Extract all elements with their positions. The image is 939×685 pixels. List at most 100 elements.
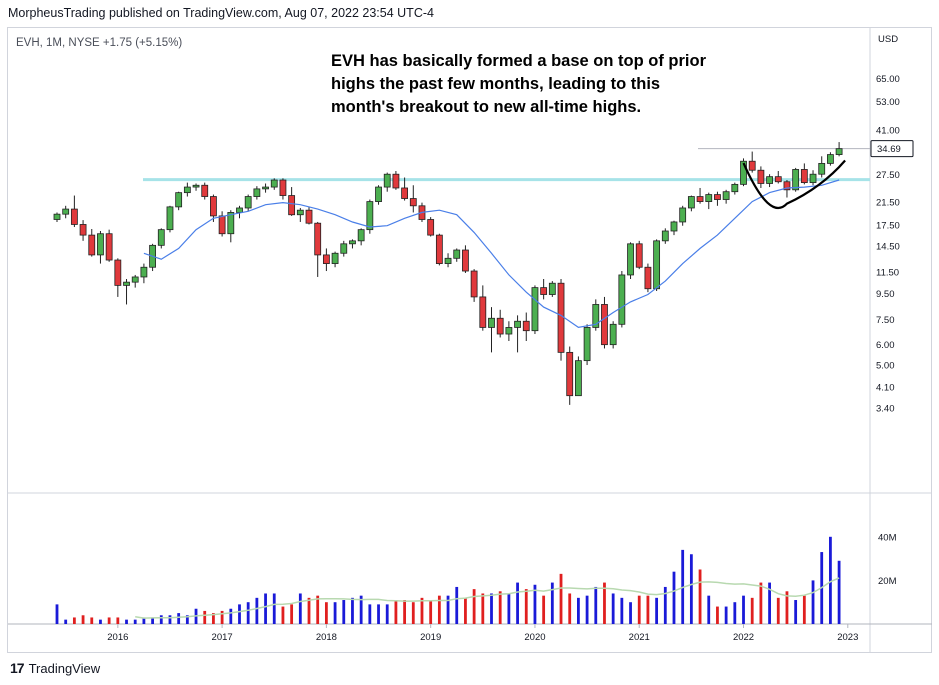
volume-bar — [133, 619, 137, 624]
candle-body — [505, 327, 513, 335]
volume-bar — [481, 593, 485, 624]
candle-body — [670, 221, 678, 232]
volume-bar — [403, 600, 406, 624]
volume-bar — [542, 595, 546, 624]
candle-body — [609, 323, 617, 346]
volume-bar — [246, 602, 250, 624]
candle-body — [236, 207, 243, 213]
volume-bar — [116, 617, 120, 624]
volume-bar — [90, 617, 94, 624]
candle-body — [766, 176, 773, 184]
volume-bar — [212, 613, 215, 624]
volume-bar — [168, 615, 172, 624]
candle-body — [792, 169, 800, 191]
volume-bar — [272, 593, 276, 624]
candle-body — [800, 169, 808, 184]
candle-body — [227, 212, 235, 235]
volume-bar — [646, 595, 650, 624]
volume-bar — [672, 571, 676, 624]
candle-body — [183, 186, 191, 194]
candle-body — [705, 194, 713, 202]
year-tick-label: 2019 — [420, 632, 441, 643]
volume-bar — [490, 593, 493, 624]
candle-body — [722, 191, 730, 200]
price-axis-currency: USD — [878, 34, 898, 45]
candle-body — [262, 186, 269, 190]
volume-bar — [324, 602, 328, 624]
volume-bar — [577, 597, 580, 624]
candle-body — [288, 195, 296, 216]
volume-bar — [99, 619, 102, 624]
candle-body — [653, 240, 661, 290]
candle-body — [244, 196, 252, 209]
candle-body — [383, 173, 391, 188]
volume-bar — [716, 606, 719, 624]
candle-body — [644, 266, 652, 290]
candle-body — [97, 233, 104, 256]
candle-body — [540, 287, 548, 295]
candle-body — [192, 184, 200, 188]
volume-bar — [368, 604, 372, 624]
volume-bar — [533, 584, 537, 624]
volume-bar — [385, 604, 389, 624]
volume-bar — [550, 582, 554, 624]
footer[interactable]: 17 TradingView — [10, 660, 100, 676]
symbol-info: EVH, 1M, NYSE +1.75 (+5.15%) — [16, 37, 183, 49]
chart-frame[interactable] — [7, 27, 932, 653]
volume-bar — [107, 617, 111, 624]
volume-moving-average — [135, 577, 840, 619]
candle-body — [601, 304, 608, 346]
candle-body — [740, 160, 747, 185]
volume-bar — [768, 582, 771, 624]
candle-body — [357, 229, 365, 242]
volume-bar — [281, 606, 285, 624]
volume-bar — [64, 619, 68, 624]
volume-bar — [359, 595, 363, 624]
volume-bar — [750, 597, 754, 624]
price-tick-label: 14.50 — [876, 242, 900, 253]
candle-body — [557, 282, 565, 353]
candle-body — [427, 219, 435, 236]
candle-body — [401, 187, 409, 199]
volume-bar — [455, 586, 459, 624]
volume-bar — [159, 615, 163, 624]
candle-body — [687, 196, 695, 209]
base-annotation-curve — [742, 159, 846, 210]
volume-bar — [394, 600, 398, 624]
candle-body — [201, 184, 209, 197]
volume-bar — [603, 582, 606, 624]
published-header: MorpheusTrading published on TradingView… — [8, 6, 434, 20]
volume-bar — [264, 593, 267, 624]
candle-body — [123, 281, 130, 286]
candle-body — [349, 240, 356, 245]
candle-body — [783, 181, 791, 191]
candle-body — [53, 213, 61, 220]
price-tick-label: 11.50 — [876, 267, 899, 278]
volume-bar — [411, 602, 415, 624]
candle-body — [696, 196, 704, 202]
volume-bar — [429, 600, 433, 624]
price-tick-label: 53.00 — [876, 97, 900, 108]
last-price-badge — [870, 140, 914, 158]
candle-body — [105, 233, 113, 261]
volume-bar — [203, 610, 207, 624]
volume-bar — [420, 597, 424, 624]
candle-body — [635, 243, 643, 268]
candle-body — [322, 254, 330, 264]
candle-body — [514, 320, 521, 328]
candle-body — [679, 207, 687, 223]
candle-body — [131, 276, 139, 283]
price-tick-label: 27.50 — [876, 170, 900, 181]
price-tick-label: 5.00 — [876, 361, 895, 372]
chart-annotation: EVH has basically formed a base on top o… — [331, 52, 707, 116]
volume-bar — [837, 560, 841, 624]
volume-bar — [498, 591, 502, 624]
volume-bar — [742, 595, 745, 624]
volume-bar — [698, 569, 702, 624]
candle-body — [757, 169, 765, 184]
year-tick-label: 2018 — [316, 632, 337, 643]
candle-body — [566, 351, 574, 397]
candle-body — [253, 188, 261, 197]
candle-body — [748, 160, 756, 171]
